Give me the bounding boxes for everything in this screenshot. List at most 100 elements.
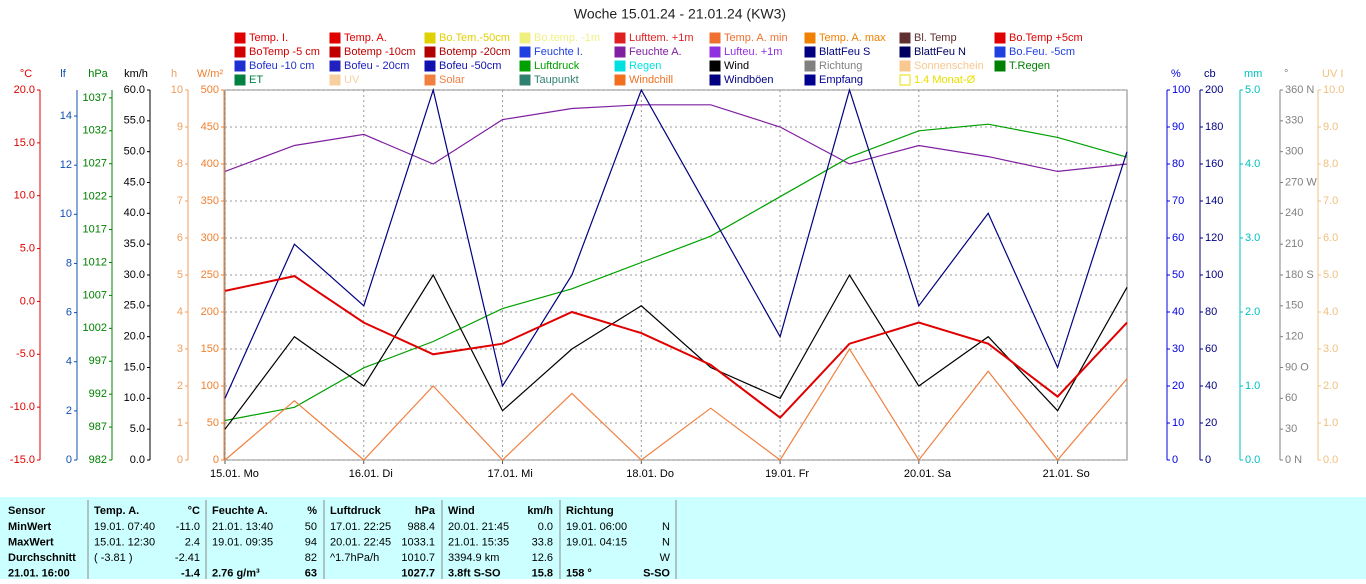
y-tick-label: 70 [1172,195,1184,207]
legend-swatch [899,32,911,44]
y-tick-label: -5.0 [16,348,35,360]
y-tick-label: 9.0 [1323,121,1338,133]
y-tick-label: 6.0 [1323,232,1338,244]
table-cell: 82 [305,552,317,564]
y-tick-label: 0 [213,454,219,466]
y-tick-label: 3 [177,343,183,355]
legend-swatch [709,60,721,72]
table-cell: -1.4 [181,567,201,579]
legend-label: Regen [629,60,661,72]
y-tick-label: 15.0 [124,361,145,373]
legend-swatch [994,46,1006,58]
y-tick-label: 30 [1172,343,1184,355]
y-tick-label: 350 [201,195,219,207]
legend-label: Bo.Temp +5cm [1009,32,1083,44]
legend-label: Temp. A. [344,32,387,44]
legend-label: Bofeu -50cm [439,60,501,72]
y-tick-label: 1017 [83,223,107,235]
table-cell: 21.01. 13:40 [212,521,273,533]
y-tick-label: 0.0 [1323,454,1338,466]
table-cell: 988.4 [407,521,435,533]
legend-swatch [519,32,531,44]
table-cell: 33.8 [532,536,553,548]
legend-swatch [234,32,246,44]
y-tick-label: 80 [1172,158,1184,170]
y-tick-label: 14 [60,110,72,122]
legend-swatch [424,46,436,58]
y-tick-label: 0 [1172,454,1178,466]
legend-label: Temp. A. min [724,32,788,44]
y-tick-label: 4 [177,306,183,318]
legend-swatch [614,74,626,86]
y-tick-label: 15.0 [14,137,35,149]
table-cell: 1010.7 [401,552,435,564]
legend-label: Temp. I. [249,32,288,44]
table-cell: 15.01. 12:30 [94,536,155,548]
y-tick-label: 7 [177,195,183,207]
legend-swatch [709,74,721,86]
series-line [224,347,1128,462]
y-tick-label: 180 [1205,121,1223,133]
x-tick-label: 18.01. Do [626,468,674,480]
y-tick-label: 2 [66,405,72,417]
table-cell: ( -3.81 ) [94,552,133,564]
axis-title: lf [60,68,66,80]
y-tick-label: 992 [89,388,107,400]
table-cell: 19.01. 09:35 [212,536,273,548]
table-cell: Durchschnitt [8,552,76,564]
y-tick-label: 20.0 [124,331,145,343]
y-tick-label: 20.0 [14,84,35,96]
legend-label: Bo.Tem.-50cm [439,32,510,44]
legend-swatch [614,32,626,44]
y-tick-label: 1012 [83,256,107,268]
legend-swatch [899,74,911,86]
y-tick-label: 1032 [83,125,107,137]
y-tick-label: 80 [1205,306,1217,318]
axis-title: UV I [1322,68,1343,80]
y-tick-label: 60 [1172,232,1184,244]
y-tick-label: 140 [1205,195,1223,207]
table-cell: 63 [305,567,317,579]
table-cell: -11.0 [176,521,200,533]
table-cell: 94 [305,536,317,548]
table-header: Temp. A. [94,505,139,517]
legend-label: Wind [724,60,749,72]
y-tick-label: 1027 [83,158,107,170]
chart-title: Woche 15.01.24 - 21.01.24 (KW3) [574,6,786,22]
axis-title: hPa [88,68,108,80]
legend-swatch [614,46,626,58]
x-tick-label: 16.01. Di [349,468,393,480]
axis-title: W/m² [197,68,224,80]
y-tick-label: 0 [1205,454,1211,466]
table-cell: 20.01. 21:45 [448,521,509,533]
series-line [224,275,1128,420]
y-tick-label: 1.0 [1323,417,1338,429]
y-tick-label: 20 [1172,380,1184,392]
table-header: Luftdruck [330,505,382,517]
table-header: Sensor [8,505,46,517]
table-cell: 1033.1 [401,536,435,548]
table-background [0,497,1366,579]
y-tick-label: 500 [201,84,219,96]
legend-swatch [709,46,721,58]
axis-title: °C [20,68,32,80]
y-tick-label: 200 [1205,84,1223,96]
legend-label: Solar [439,74,465,86]
table-cell: N [662,521,670,533]
table-cell: 19.01. 04:15 [566,536,627,548]
table-cell: 1027.7 [401,567,435,579]
y-tick-label: 300 [201,232,219,244]
y-tick-label: 0.0 [1245,454,1260,466]
y-tick-label: 4 [66,356,72,368]
table-cell: ^1.7hPa/h [330,552,379,564]
table-cell: 19.01. 07:40 [94,521,155,533]
y-tick-label: 45.0 [124,176,145,188]
legend-label: Bo.Feu. -5cm [1009,46,1075,58]
y-tick-label: 3.0 [1323,343,1338,355]
table-header: km/h [527,505,553,517]
table-cell: 20.01. 22:45 [330,536,391,548]
legend-swatch [424,60,436,72]
y-tick-label: 1.0 [1245,380,1260,392]
y-tick-label: 2.0 [1323,380,1338,392]
y-tick-label: 2 [177,380,183,392]
